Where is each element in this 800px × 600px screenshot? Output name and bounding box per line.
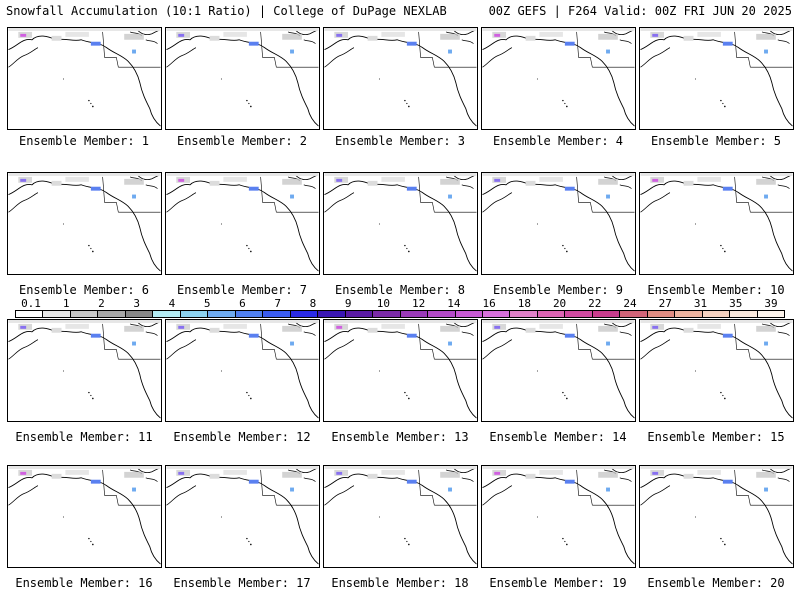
- colorbar-label: 4: [168, 297, 176, 310]
- ensemble-member-label-14: Ensemble Member: 14: [489, 430, 627, 444]
- ensemble-member-map-3: [323, 27, 478, 130]
- snowfall-colorbar: [15, 310, 785, 318]
- colorbar-label: 18: [517, 297, 531, 310]
- colorbar-label: 24: [623, 297, 637, 310]
- colorbar-swatch-3: [98, 311, 126, 317]
- ensemble-member-label-8: Ensemble Member: 8: [334, 283, 466, 297]
- colorbar-label: 3: [133, 297, 141, 310]
- colorbar-swatch-25: [702, 311, 731, 317]
- ensemble-member-label-5: Ensemble Member: 5: [650, 134, 782, 148]
- ensemble-member-label-12: Ensemble Member: 12: [173, 430, 311, 444]
- colorbar-label: 5: [203, 297, 211, 310]
- colorbar-swatch-7: [208, 311, 236, 317]
- ensemble-member-map-14: [481, 319, 636, 422]
- ensemble-member-map-1: [7, 27, 162, 130]
- colorbar-label: 8: [309, 297, 317, 310]
- ensemble-member-label-17: Ensemble Member: 17: [173, 576, 311, 590]
- ensemble-member-label-19: Ensemble Member: 19: [489, 576, 627, 590]
- ensemble-member-map-18: [323, 465, 478, 568]
- colorbar-label: 31: [693, 297, 708, 310]
- ensemble-member-map-11: [7, 319, 162, 422]
- colorbar-label: 9: [344, 297, 352, 310]
- colorbar-swatch-15: [428, 311, 456, 317]
- ensemble-member-label-10: Ensemble Member: 10: [647, 283, 785, 297]
- colorbar-swatch-14: [400, 311, 429, 317]
- colorbar-label: 39: [764, 297, 778, 310]
- ensemble-member-label-7: Ensemble Member: 7: [176, 283, 308, 297]
- ensemble-member-label-15: Ensemble Member: 15: [647, 430, 785, 444]
- colorbar-swatch-6: [180, 311, 209, 317]
- colorbar-swatch-4: [125, 311, 154, 317]
- ensemble-member-map-5: [639, 27, 794, 130]
- ensemble-member-map-20: [639, 465, 794, 568]
- colorbar-swatch-23: [647, 311, 676, 317]
- ensemble-member-map-13: [323, 319, 478, 422]
- colorbar-label: 20: [552, 297, 567, 310]
- colorbar-swatch-8: [235, 311, 264, 317]
- colorbar-swatch-21: [592, 311, 621, 317]
- colorbar-label: 27: [658, 297, 672, 310]
- ensemble-member-map-6: [7, 172, 162, 275]
- colorbar-swatch-19: [537, 311, 566, 317]
- colorbar-swatch-0: [16, 311, 44, 317]
- colorbar-label: 7: [274, 297, 281, 310]
- colorbar-label: 1: [62, 297, 70, 310]
- colorbar-swatch-27: [757, 311, 785, 317]
- ensemble-member-map-12: [165, 319, 320, 422]
- colorbar-swatch-16: [455, 311, 483, 317]
- ensemble-member-map-7: [165, 172, 320, 275]
- ensemble-member-label-16: Ensemble Member: 16: [15, 576, 153, 590]
- ensemble-member-label-9: Ensemble Member: 9: [492, 283, 624, 297]
- colorbar-label: 10: [376, 297, 390, 310]
- colorbar-label: 14: [447, 297, 461, 310]
- ensemble-member-map-9: [481, 172, 636, 275]
- colorbar-label: 22: [588, 297, 602, 310]
- ensemble-member-label-4: Ensemble Member: 4: [492, 134, 624, 148]
- ensemble-member-label-11: Ensemble Member: 11: [15, 430, 153, 444]
- colorbar-label: 6: [239, 297, 246, 310]
- ensemble-member-map-2: [165, 27, 320, 130]
- ensemble-member-label-1: Ensemble Member: 1: [18, 134, 150, 148]
- ensemble-member-map-17: [165, 465, 320, 568]
- ensemble-member-label-20: Ensemble Member: 20: [647, 576, 785, 590]
- colorbar-swatch-10: [290, 311, 319, 317]
- ensemble-member-label-6: Ensemble Member: 6: [18, 283, 150, 297]
- colorbar-swatch-5: [153, 311, 181, 317]
- colorbar-swatch-26: [730, 311, 758, 317]
- ensemble-member-map-19: [481, 465, 636, 568]
- colorbar-swatch-1: [43, 311, 71, 317]
- colorbar-swatch-18: [510, 311, 538, 317]
- ensemble-member-label-2: Ensemble Member: 2: [176, 134, 308, 148]
- ensemble-member-label-3: Ensemble Member: 3: [334, 134, 466, 148]
- colorbar-labels: 0.1 1 2 3 4 5 6 7 8 9 10 12 14 16 18 20 22 24 27 31 35 39: [15, 297, 785, 310]
- map-title: Snowfall Accumulation (10:1 Ratio) | Col…: [6, 4, 447, 18]
- ensemble-member-map-15: [639, 319, 794, 422]
- colorbar-swatch-11: [318, 311, 346, 317]
- colorbar-swatch-2: [70, 311, 99, 317]
- colorbar-swatch-24: [675, 311, 703, 317]
- colorbar-label: 35: [729, 297, 743, 310]
- ensemble-member-label-18: Ensemble Member: 18: [331, 576, 469, 590]
- ensemble-member-label-13: Ensemble Member: 13: [331, 430, 469, 444]
- colorbar-swatch-20: [565, 311, 593, 317]
- colorbar-label: 0.1: [21, 297, 41, 310]
- ensemble-member-map-16: [7, 465, 162, 568]
- ensemble-member-map-10: [639, 172, 794, 275]
- model-run-info: 00Z GEFS | F264 Valid: 00Z FRI JUN 20 20…: [488, 4, 792, 18]
- colorbar-label: 2: [98, 297, 105, 310]
- ensemble-member-map-4: [481, 27, 636, 130]
- colorbar-swatch-13: [373, 311, 401, 317]
- colorbar-swatch-12: [345, 311, 374, 317]
- colorbar-swatch-22: [620, 311, 648, 317]
- colorbar-swatch-17: [482, 311, 511, 317]
- ensemble-member-map-8: [323, 172, 478, 275]
- colorbar-label: 12: [411, 297, 426, 310]
- colorbar-swatch-9: [263, 311, 291, 317]
- colorbar-label: 16: [482, 297, 496, 310]
